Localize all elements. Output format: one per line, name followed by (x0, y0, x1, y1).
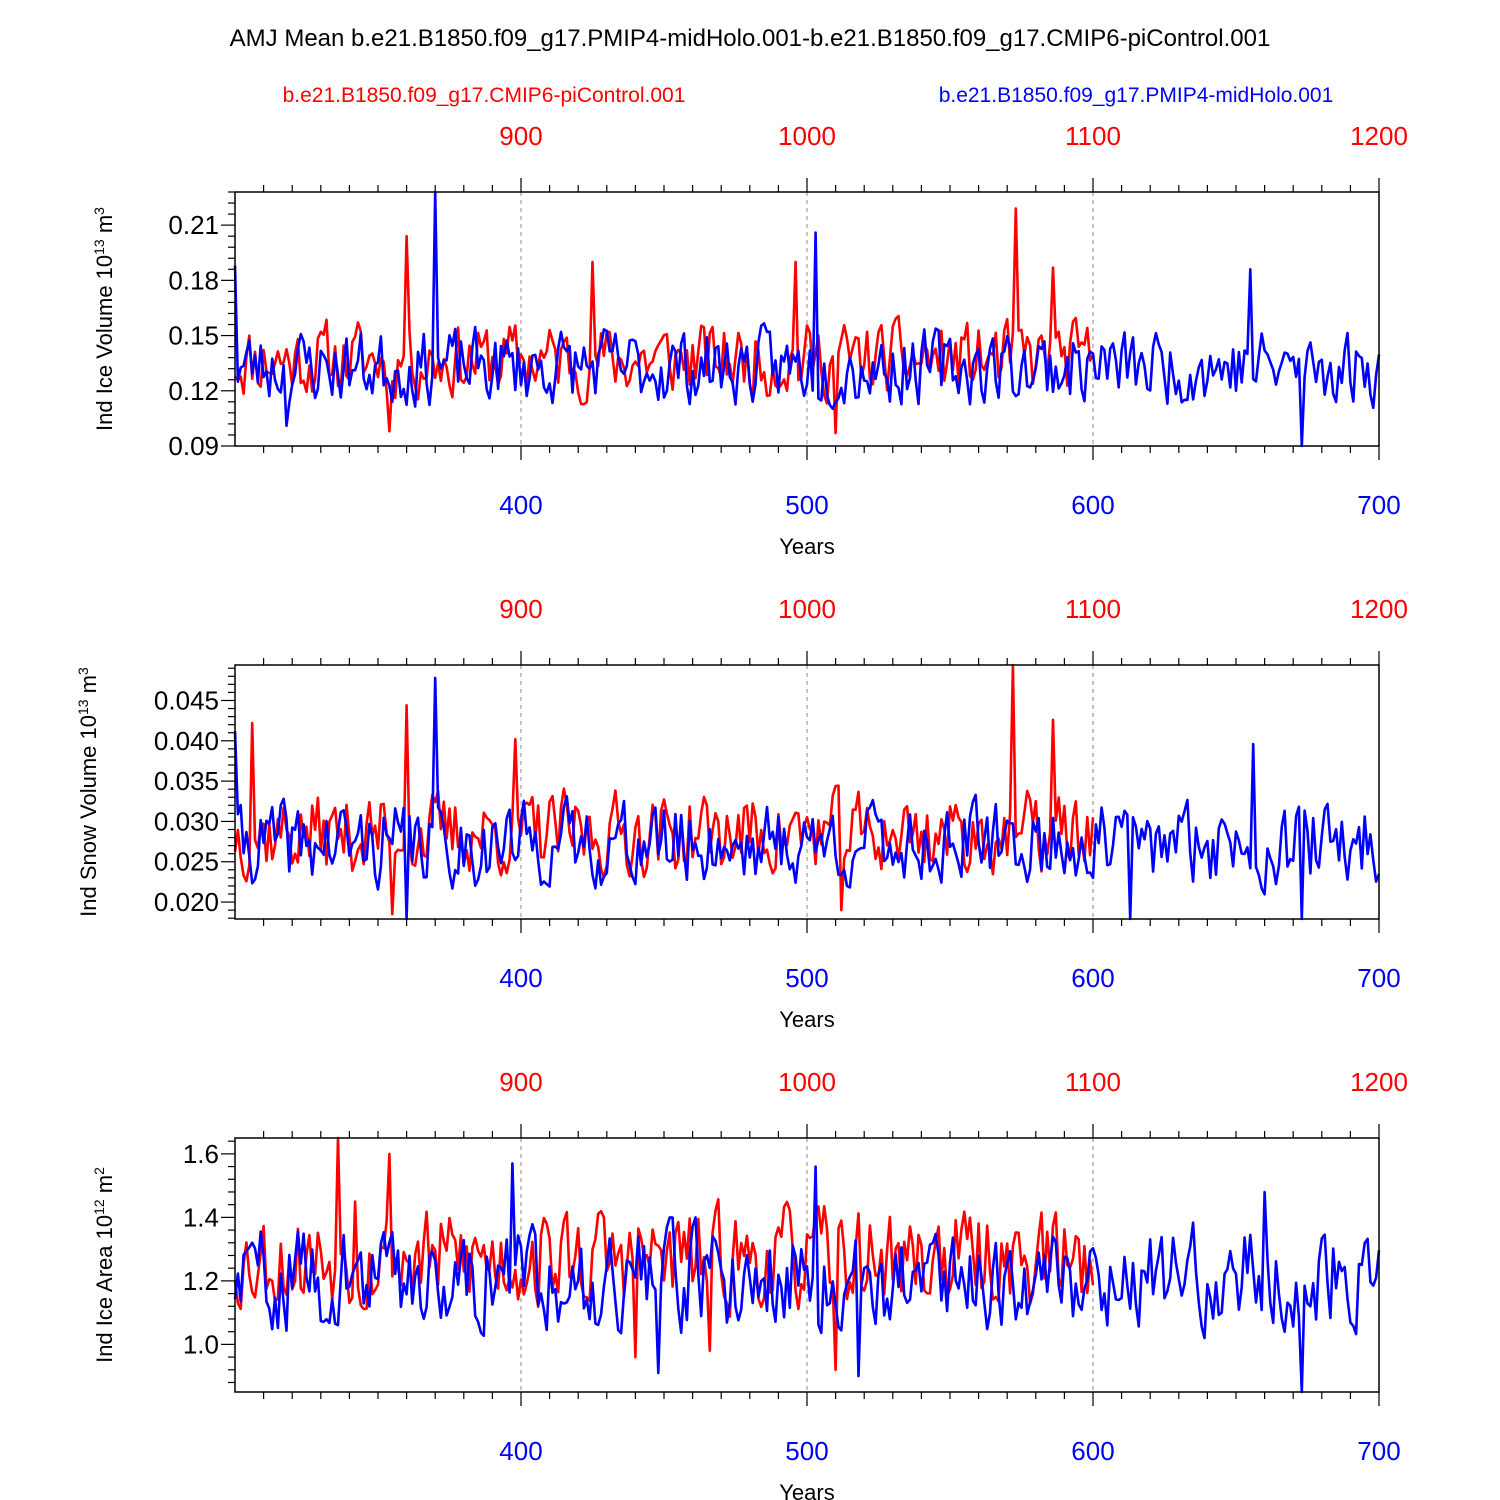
x-tick-label-top: 1100 (1065, 594, 1121, 624)
y-axis-label: Ind Snow Volume 1013 m3 (75, 667, 101, 917)
y-tick-label: 0.045 (154, 685, 219, 715)
chart-panel-3: 400 500 600 700 900 1000 1100 1200 Years 1.0 1.2 1.… (91, 1067, 1408, 1500)
x-tick-label-bottom: 600 (1071, 490, 1114, 520)
x-tick-label-top: 1000 (778, 594, 836, 624)
y-tick-label: 1.2 (183, 1266, 219, 1296)
x-tick-label-top: 1000 (778, 1067, 836, 1097)
x-tick-label-bottom: 400 (499, 963, 542, 993)
y-tick-label: 0.18 (168, 265, 219, 295)
x-tick-label-top: 900 (499, 1067, 542, 1097)
series-line-red (233, 1136, 1095, 1372)
x-tick-label-top: 1200 (1350, 121, 1408, 151)
plot-frame (234, 191, 1380, 447)
x-tick-label-bottom: 700 (1357, 963, 1400, 993)
x-tick-label-top: 1200 (1350, 1067, 1408, 1097)
series-line-blue (233, 676, 1381, 921)
x-tick-label-top: 1000 (778, 121, 836, 151)
y-axis-label: Ind Ice Volume 1013 m3 (91, 207, 117, 431)
y-tick-label: 1.0 (183, 1329, 219, 1359)
x-tick-label-bottom: 500 (785, 1436, 828, 1466)
x-axis-label: Years (779, 1007, 834, 1032)
plot-frame (234, 1137, 1380, 1393)
legend-blue-label: b.e21.B1850.f09_g17.PMIP4-midHolo.001 (939, 84, 1334, 107)
y-tick-label: 0.025 (154, 847, 219, 877)
x-tick-label-top: 900 (499, 121, 542, 151)
x-tick-label-top: 1100 (1065, 121, 1121, 151)
y-axis-label: Ind Ice Area 1012 m2 (91, 1167, 117, 1363)
legend-red-label: b.e21.B1850.f09_g17.CMIP6-piControl.001 (283, 84, 686, 107)
y-tick-label: 0.030 (154, 806, 219, 836)
x-tick-label-top: 1100 (1065, 1067, 1121, 1097)
x-tick-label-top: 900 (499, 594, 542, 624)
x-tick-label-bottom: 700 (1357, 490, 1400, 520)
y-tick-label: 0.040 (154, 726, 219, 756)
x-tick-label-bottom: 400 (499, 1436, 542, 1466)
series-line-blue (233, 1162, 1381, 1394)
chart-panels: 400 500 600 700 900 1000 1100 1200 Years 0.09 0.12… (75, 121, 1408, 1500)
series-line-red (233, 207, 1095, 435)
x-tick-label-bottom: 700 (1357, 1436, 1400, 1466)
chart-panel-2: 400 500 600 700 900 1000 1100 1200 Years 0.020 0.0… (75, 594, 1408, 1032)
series-line-blue (233, 190, 1381, 448)
y-tick-label: 0.15 (168, 321, 219, 351)
x-tick-label-bottom: 600 (1071, 963, 1114, 993)
x-axis-label: Years (779, 534, 834, 559)
x-tick-label-top: 1200 (1350, 594, 1408, 624)
x-tick-label-bottom: 500 (785, 490, 828, 520)
x-tick-label-bottom: 600 (1071, 1436, 1114, 1466)
y-tick-label: 0.09 (168, 431, 219, 461)
x-tick-label-bottom: 500 (785, 963, 828, 993)
chart-panel-1: 400 500 600 700 900 1000 1100 1200 Years 0.09 0.12… (91, 121, 1408, 559)
y-tick-label: 0.21 (168, 210, 219, 240)
y-tick-label: 0.12 (168, 376, 219, 406)
series-line-red (233, 663, 1095, 916)
chart-title: AMJ Mean b.e21.B1850.f09_g17.PMIP4-midHo… (230, 25, 1271, 52)
y-tick-label: 0.020 (154, 887, 219, 917)
y-tick-label: 1.6 (183, 1139, 219, 1169)
x-axis-label: Years (779, 1480, 834, 1500)
x-tick-label-bottom: 400 (499, 490, 542, 520)
y-tick-label: 1.4 (183, 1202, 219, 1232)
y-tick-label: 0.035 (154, 766, 219, 796)
